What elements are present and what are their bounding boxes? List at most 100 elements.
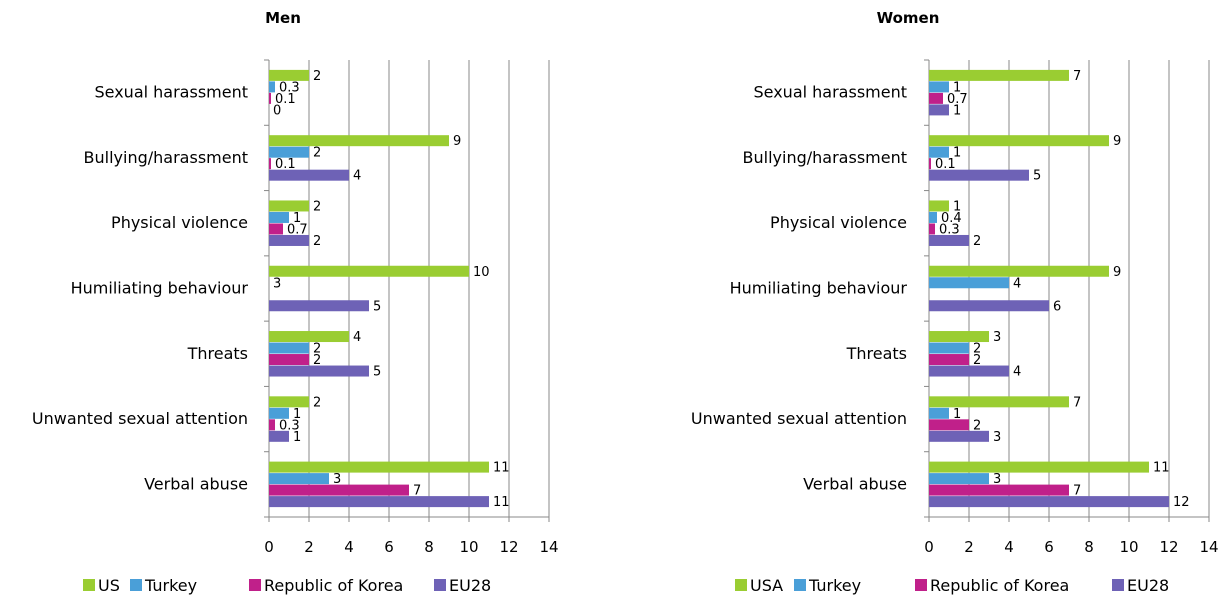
women-data-label: 3 (993, 330, 1001, 345)
men-category-label: Physical violence (111, 213, 248, 232)
women-chart-title: Women (877, 9, 940, 27)
women-bar (929, 223, 935, 235)
women-data-label: 1 (953, 407, 961, 422)
men-category-label: Sexual harassment (94, 83, 248, 102)
men-x-tick-label: 0 (264, 538, 274, 556)
women-bar (929, 300, 1049, 312)
men-bar (269, 396, 309, 408)
women-data-label: 9 (1113, 134, 1121, 149)
men-x-tick-label: 10 (459, 538, 478, 556)
women-bar (929, 158, 931, 170)
women-legend-swatch (1112, 579, 1124, 591)
men-bar (269, 265, 469, 277)
men-data-label: 0.3 (279, 418, 300, 433)
men-data-label: 2 (313, 199, 321, 214)
men-bar (269, 169, 349, 181)
women-bar (929, 419, 969, 431)
men-data-label: 7 (413, 484, 421, 499)
men-data-label: 1 (293, 407, 301, 422)
men-bar (269, 81, 275, 93)
women-x-tick-label: 2 (964, 538, 974, 556)
men-data-label: 5 (373, 365, 381, 380)
women-legend-swatch (735, 579, 747, 591)
men-legend-swatch (434, 579, 446, 591)
men-bar (269, 158, 271, 170)
women-data-label: 2 (973, 353, 981, 368)
women-data-label: 9 (1113, 265, 1121, 280)
women-data-label: 7 (1073, 69, 1081, 84)
men-legend-swatch (249, 579, 261, 591)
women-bar (929, 200, 949, 212)
women-data-label: 4 (1013, 365, 1021, 380)
men-bar (269, 234, 309, 246)
women-data-label: 2 (973, 234, 981, 249)
women-bar (929, 365, 1009, 377)
women-data-label: 0.3 (939, 222, 960, 237)
men-data-label: 4 (353, 330, 361, 345)
women-data-label: 7 (1073, 395, 1081, 410)
men-x-tick-label: 12 (499, 538, 518, 556)
men-data-label: 2 (313, 234, 321, 249)
women-x-tick-label: 4 (1004, 538, 1014, 556)
women-bar (929, 169, 1029, 181)
men-data-label: 0.7 (287, 222, 308, 237)
men-bar (269, 211, 289, 223)
women-bar (929, 135, 1109, 147)
women-bar (929, 496, 1169, 508)
men-bar (269, 223, 283, 235)
women-category-label: Verbal abuse (803, 474, 907, 493)
women-category-label: Threats (846, 344, 907, 363)
men-bar (269, 342, 309, 354)
women-x-tick-label: 12 (1159, 538, 1178, 556)
men-category-label: Bullying/harassment (84, 148, 248, 167)
men-data-label: 2 (313, 395, 321, 410)
women-legend-swatch (794, 579, 806, 591)
women-data-label: 7 (1073, 484, 1081, 499)
women-data-label: 2 (973, 342, 981, 357)
men-bar (269, 354, 309, 366)
men-data-label: 0.1 (275, 92, 296, 107)
women-bar (929, 484, 1069, 496)
men-legend-swatch (130, 579, 142, 591)
men-data-label: 9 (453, 134, 461, 149)
women-bar (929, 234, 969, 246)
women-x-tick-label: 14 (1199, 538, 1218, 556)
men-data-label: 0.3 (279, 80, 300, 95)
men-bar (269, 419, 275, 431)
women-data-label: 5 (1033, 169, 1041, 184)
men-legend-label: EU28 (449, 576, 491, 595)
men-bar (269, 331, 349, 343)
men-category-label: Unwanted sexual attention (32, 409, 248, 428)
men-data-label: 1 (293, 430, 301, 445)
men-bar (269, 365, 369, 377)
women-data-label: 1 (953, 80, 961, 95)
men-legend-label: Turkey (144, 576, 197, 595)
men-x-tick-label: 6 (384, 538, 394, 556)
men-bar (269, 300, 369, 312)
women-category-label: Bullying/harassment (743, 148, 907, 167)
women-x-tick-label: 8 (1084, 538, 1094, 556)
men-legend-label: Republic of Korea (264, 576, 403, 595)
men-bar (269, 430, 289, 442)
women-legend-label: EU28 (1127, 576, 1169, 595)
women-legend-swatch (915, 579, 927, 591)
women-data-label: 0.7 (947, 92, 968, 107)
men-data-label: 2 (313, 69, 321, 84)
men-data-label: 0 (273, 103, 281, 118)
men-bar (269, 135, 449, 147)
men-data-label: 2 (313, 146, 321, 161)
men-data-label: 2 (313, 353, 321, 368)
women-category-label: Sexual harassment (753, 83, 907, 102)
men-data-label: 3 (273, 276, 281, 291)
men-x-tick-label: 8 (424, 538, 434, 556)
men-data-label: 2 (313, 342, 321, 357)
men-data-label: 10 (473, 265, 490, 280)
men-legend-label: US (98, 576, 120, 595)
women-category-label: Physical violence (770, 213, 907, 232)
men-bar (269, 146, 309, 158)
men-bar (269, 69, 309, 81)
women-data-label: 2 (973, 418, 981, 433)
women-x-tick-label: 10 (1119, 538, 1138, 556)
women-bar (929, 396, 1069, 408)
